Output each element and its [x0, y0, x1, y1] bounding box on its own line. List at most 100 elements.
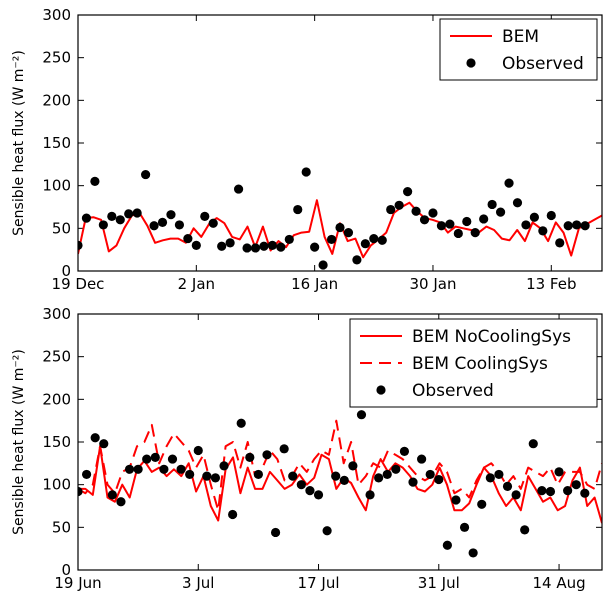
x-tick-label: 13 Feb: [526, 275, 576, 293]
plot-area: [78, 410, 602, 558]
observed-point: [571, 480, 581, 490]
observed-point: [176, 464, 186, 474]
x-tick-label: 3 Jul: [182, 574, 214, 592]
observed-point: [225, 238, 235, 248]
legend-marker: [466, 58, 476, 68]
legend-label: BEM: [502, 27, 539, 47]
x-tick-label: 30 Jan: [409, 275, 456, 293]
observed-point: [511, 490, 521, 500]
observed-point: [107, 211, 117, 221]
observed-point: [459, 522, 470, 532]
observed-point: [159, 464, 169, 474]
y-tick-label: 300: [42, 6, 71, 24]
observed-point: [142, 454, 152, 464]
y-axis-label: Sensible heat flux (W m⁻²): [11, 50, 27, 236]
observed-point: [512, 198, 523, 208]
observed-point: [580, 488, 590, 498]
legend-marker: [376, 385, 386, 395]
observed-point: [572, 220, 582, 230]
observed-point: [293, 204, 303, 215]
observed-point: [546, 210, 556, 221]
observed-point: [554, 467, 564, 477]
observed-point: [279, 444, 289, 454]
observed-point: [377, 235, 387, 245]
observed-point: [528, 439, 538, 449]
observed-point: [288, 471, 298, 481]
x-tick-label: 19 Jun: [54, 574, 101, 592]
legend-box: [439, 18, 598, 81]
observed-point: [391, 464, 401, 474]
observed-point: [538, 226, 548, 236]
observed-point: [124, 464, 135, 474]
observed-point: [185, 469, 195, 480]
y-tick-label: 150: [42, 134, 71, 152]
observed-point: [219, 461, 229, 471]
observed-point: [502, 481, 513, 491]
observed-point: [116, 497, 126, 507]
x-tick-label: 31 Jul: [418, 574, 460, 592]
observed-point: [313, 490, 324, 500]
observed-point: [78, 486, 83, 497]
observed-point: [428, 208, 438, 218]
observed-point: [132, 208, 142, 218]
observed-point: [99, 439, 109, 449]
observed-point: [411, 206, 421, 216]
observed-point: [318, 260, 328, 270]
observed-point: [356, 410, 367, 420]
plot-area: [78, 167, 602, 270]
y-tick-label: 100: [42, 177, 71, 195]
observed-point: [470, 228, 480, 238]
observed-point: [78, 240, 83, 250]
observed-point: [305, 486, 315, 496]
legend: BEM NoCoolingSys BEM CoolingSys Observed: [349, 318, 598, 408]
observed-point: [167, 454, 178, 464]
observed-point: [236, 418, 246, 428]
observed-point: [81, 469, 92, 480]
observed-point: [537, 486, 547, 496]
observed-point: [193, 445, 203, 456]
observed-point: [245, 452, 255, 462]
y-axis-label: Sensible heat flux (W m⁻²): [11, 349, 27, 535]
observed-point: [477, 499, 487, 509]
observed-point: [394, 200, 404, 210]
y-tick-label: 250: [42, 49, 71, 67]
legend: BEM Observed: [439, 18, 598, 81]
observed-point: [228, 509, 238, 520]
observed-point: [326, 234, 337, 245]
observed-point: [166, 210, 176, 220]
observed-point: [451, 495, 461, 505]
observed-point: [217, 241, 227, 251]
observed-point: [322, 526, 332, 536]
observed-point: [115, 215, 125, 225]
observed-point: [529, 212, 539, 222]
y-tick-label: 0: [61, 561, 71, 579]
observed-point: [250, 243, 261, 253]
x-tick-label: 2 Jan: [178, 275, 215, 293]
observed-point: [403, 187, 413, 197]
y-tick-label: 250: [42, 348, 71, 366]
observed-point: [462, 216, 472, 227]
observed-point: [124, 209, 134, 219]
observed-point: [200, 211, 210, 221]
observed-point: [301, 167, 311, 177]
observed-point: [369, 233, 379, 244]
observed-point: [504, 178, 514, 188]
observed-point: [331, 471, 341, 481]
observed-point: [157, 217, 168, 227]
legend-label: Observed: [412, 381, 494, 401]
y-tick-label: 150: [42, 433, 71, 451]
y-tick-label: 200: [42, 91, 71, 109]
observed-point: [335, 222, 345, 233]
observed-point: [259, 241, 269, 251]
observed-point: [310, 242, 320, 252]
observed-point: [81, 213, 92, 223]
observed-point: [149, 221, 159, 231]
observed-point: [485, 473, 495, 483]
observed-point: [521, 220, 531, 230]
observed-point: [495, 207, 506, 217]
observed-point: [382, 469, 392, 480]
observed-point: [253, 469, 263, 480]
x-tick-label: 14 Aug: [532, 574, 585, 592]
observed-point: [442, 540, 452, 550]
